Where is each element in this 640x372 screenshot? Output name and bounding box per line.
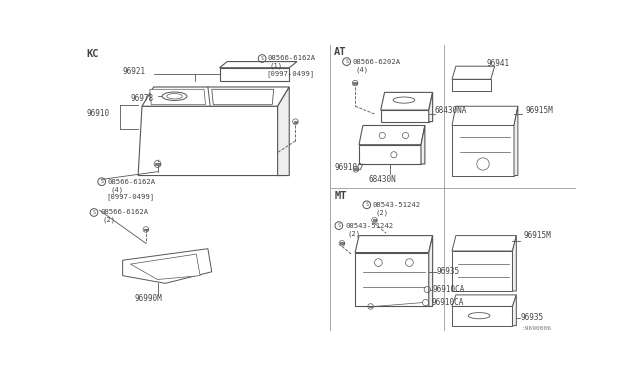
Text: S: S (100, 179, 103, 184)
Text: 96921: 96921 (123, 67, 146, 76)
Text: S: S (365, 202, 368, 207)
Text: 96978: 96978 (131, 94, 154, 103)
Bar (372, 219, 376, 221)
Text: 68430NA: 68430NA (435, 106, 467, 115)
Polygon shape (513, 235, 516, 291)
Polygon shape (514, 106, 518, 176)
Polygon shape (452, 295, 516, 307)
Text: 68430N: 68430N (368, 175, 396, 184)
Text: 96910C: 96910C (334, 163, 362, 172)
Text: (2): (2) (102, 217, 116, 224)
Text: 08543-51242: 08543-51242 (345, 222, 393, 228)
Text: [0997-0499]: [0997-0499] (266, 71, 314, 77)
Polygon shape (452, 235, 516, 251)
Bar (340, 243, 344, 244)
Text: 96941: 96941 (486, 60, 509, 68)
Bar (155, 163, 160, 165)
Polygon shape (452, 66, 495, 79)
Polygon shape (355, 253, 429, 307)
Polygon shape (278, 87, 289, 176)
Polygon shape (513, 295, 516, 326)
Bar (369, 305, 372, 307)
Polygon shape (429, 235, 433, 307)
Polygon shape (452, 307, 513, 326)
Polygon shape (212, 89, 274, 105)
Text: 08566-6162A: 08566-6162A (108, 179, 156, 185)
Polygon shape (142, 87, 289, 106)
Text: :9690006: :9690006 (522, 326, 552, 330)
Polygon shape (452, 79, 491, 91)
Polygon shape (150, 89, 205, 105)
Text: 08566-6202A: 08566-6202A (353, 58, 401, 65)
Ellipse shape (162, 92, 187, 100)
Text: 96935: 96935 (436, 267, 460, 276)
Text: S: S (345, 59, 348, 64)
Ellipse shape (167, 93, 182, 99)
Bar (354, 169, 358, 170)
Polygon shape (138, 106, 282, 176)
Text: 96910CA: 96910CA (431, 298, 463, 307)
Text: 08543-51242: 08543-51242 (373, 202, 421, 208)
Polygon shape (359, 125, 425, 145)
Polygon shape (429, 92, 433, 122)
Text: S: S (93, 210, 95, 215)
Text: (2): (2) (375, 209, 388, 216)
Text: (4): (4) (355, 66, 368, 73)
Text: 08566-6162A: 08566-6162A (268, 55, 316, 61)
Polygon shape (452, 106, 518, 125)
Polygon shape (355, 235, 433, 253)
Text: (2): (2) (348, 230, 360, 237)
Bar (353, 82, 357, 84)
Ellipse shape (468, 312, 490, 319)
Text: 96915M: 96915M (525, 106, 554, 115)
Text: 96915M: 96915M (524, 231, 551, 240)
Polygon shape (452, 251, 513, 291)
Text: KC: KC (86, 49, 99, 59)
Polygon shape (359, 145, 421, 164)
Text: 96910CA: 96910CA (433, 285, 465, 294)
Text: AT: AT (334, 47, 347, 57)
Text: MT: MT (334, 190, 347, 201)
Polygon shape (381, 110, 429, 122)
Polygon shape (220, 68, 289, 81)
Polygon shape (131, 254, 200, 279)
Polygon shape (452, 125, 514, 176)
Polygon shape (421, 125, 425, 164)
Text: S: S (337, 223, 340, 228)
Polygon shape (220, 62, 297, 68)
Bar (144, 228, 148, 230)
Text: (4): (4) (110, 186, 124, 193)
Text: [0997-0499]: [0997-0499] (106, 194, 154, 201)
Text: 96990M: 96990M (134, 294, 162, 303)
Polygon shape (381, 92, 433, 110)
Text: (1): (1) (270, 63, 283, 70)
Polygon shape (123, 249, 212, 283)
Ellipse shape (393, 97, 415, 103)
Bar (294, 121, 298, 122)
Text: 96935: 96935 (520, 314, 543, 323)
Text: 08566-6162A: 08566-6162A (100, 209, 148, 215)
Text: S: S (260, 56, 264, 61)
Text: 96910: 96910 (86, 109, 109, 118)
